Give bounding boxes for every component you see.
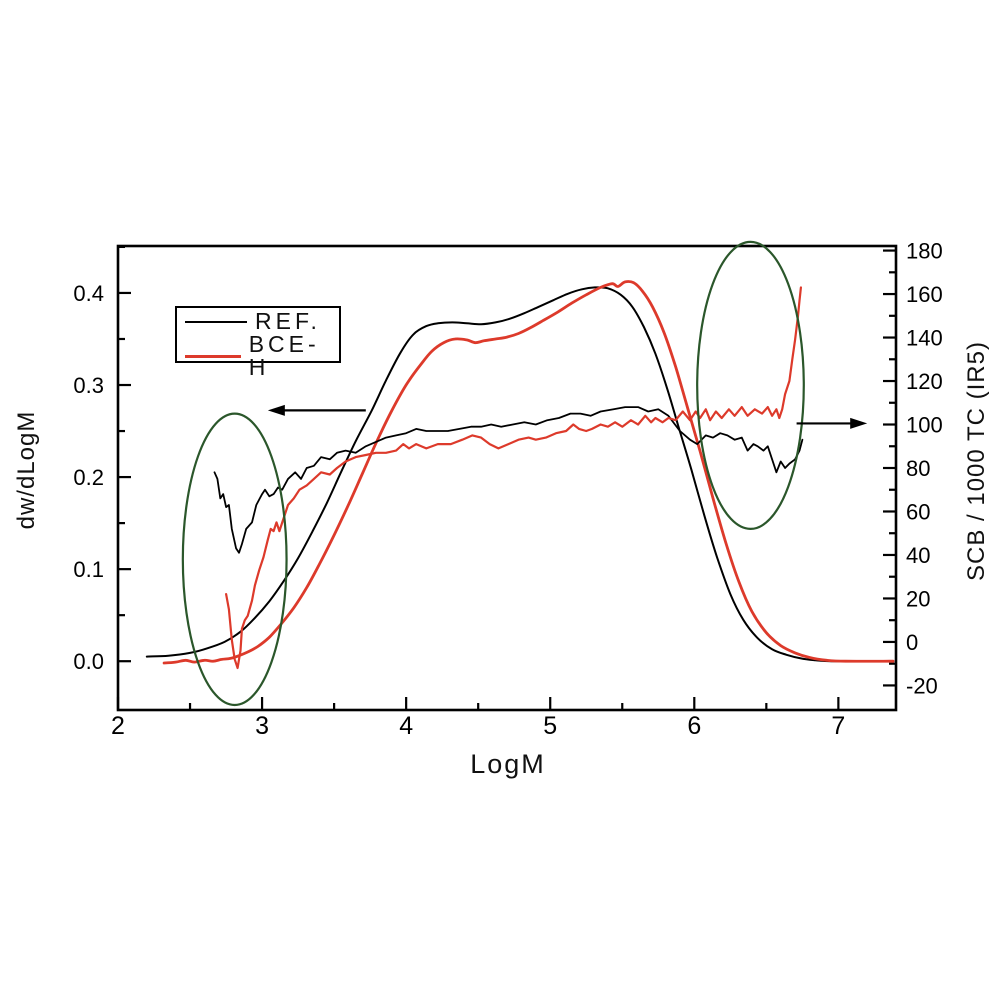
- x-axis-title: LogM: [470, 749, 546, 779]
- left-axis-title: dw/dLogM: [13, 410, 40, 530]
- right-tick-label: 160: [906, 282, 943, 307]
- x-tick-label: 2: [111, 712, 125, 740]
- right-axis-title: SCB / 1000 TC (IR5): [963, 341, 990, 581]
- x-tick-label: 5: [543, 712, 557, 740]
- x-tick-label: 7: [831, 712, 845, 740]
- right-tick-label: 80: [906, 456, 930, 481]
- right-axis-arrow-head: [850, 417, 868, 429]
- legend-line-sample-bceh: [185, 354, 241, 358]
- legend-label-ref: REF.: [255, 308, 321, 334]
- right-tick-label: 100: [906, 413, 943, 438]
- left-tick-label: 0.1: [73, 557, 104, 582]
- legend-label-bceh: BCE-H: [248, 331, 320, 380]
- series-line-bce-h-scb: [225, 286, 802, 670]
- right-tick-label: 60: [906, 499, 930, 524]
- legend-entry-bceh: BCE-H: [185, 333, 331, 379]
- legend-line-sample-ref: [185, 320, 247, 323]
- right-tick-label: 40: [906, 543, 930, 568]
- series-line-bce-h-mwd: [162, 280, 895, 665]
- x-tick-label: 3: [255, 712, 269, 740]
- x-tick-label: 6: [687, 712, 701, 740]
- left-tick-label: 0.4: [73, 281, 104, 306]
- ellipse-high-M-SCB-highlight: [696, 240, 805, 530]
- right-tick-label: 180: [906, 239, 943, 264]
- left-tick-label: 0.3: [73, 373, 104, 398]
- right-tick-label: 0: [906, 630, 918, 655]
- right-tick-label: -20: [906, 673, 938, 698]
- left-axis-arrow-head: [267, 404, 285, 416]
- ellipse-low-M-SCB-highlight: [181, 412, 288, 707]
- left-tick-label: 0.0: [73, 649, 104, 674]
- right-tick-label: 140: [906, 326, 943, 351]
- legend-entry-ref: REF.: [185, 310, 331, 333]
- series-line-ref-mwd: [145, 286, 895, 663]
- right-tick-label: 20: [906, 586, 930, 611]
- legend: REF. BCE-H: [175, 306, 341, 379]
- series-line-ref-scb: [213, 406, 804, 554]
- right-tick-label: 120: [906, 369, 943, 394]
- x-tick-label: 4: [399, 712, 413, 740]
- left-tick-label: 0.2: [73, 465, 104, 490]
